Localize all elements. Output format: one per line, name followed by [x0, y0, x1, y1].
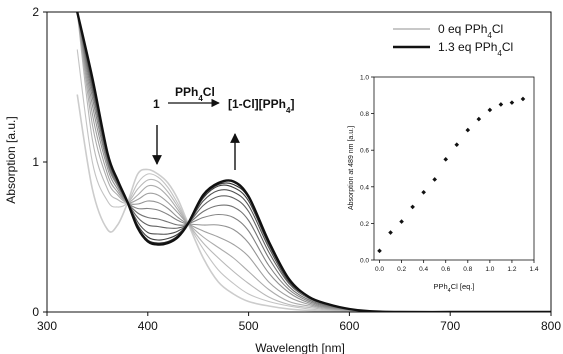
- main-y-tick-label: 2: [32, 5, 39, 19]
- main-x-tick-label: 600: [339, 319, 359, 333]
- inset-data-point: [399, 219, 404, 224]
- inset-x-axis-label: PPh4Cl [eq.]: [433, 282, 474, 294]
- inset-x-tick-label: 1.2: [507, 266, 516, 273]
- inset-plot-frame: [373, 76, 535, 261]
- inset-data-point: [377, 248, 382, 254]
- inset-x-tick-label: 0.0: [375, 266, 384, 273]
- inset-x-tick-label: 0.4: [419, 266, 428, 273]
- reaction-annotation: PPh4Cl 1 [1-Cl][PPh4]: [152, 85, 294, 170]
- main-x-tick-label: 700: [440, 319, 460, 333]
- legend-label-0eq: 0 eq PPh4Cl: [438, 22, 503, 40]
- inset-chart: 0.0 0.2 0.4 0.6 0.8 1.0 1.2 1.4 0.0 0.2 0.4 0.6 0.8…: [341, 70, 541, 294]
- main-x-tick-label: 300: [37, 319, 57, 333]
- inset-y-tick-label: 0.4: [360, 184, 369, 191]
- inset-x-tick-label: 0.6: [441, 266, 450, 273]
- inset-x-tick-label: 1.0: [485, 266, 494, 273]
- inset-y-axis-label: Absorption at 489 nm [a.u.]: [348, 126, 355, 210]
- inset-data-point: [498, 102, 504, 107]
- inset-y-tick-label: 0.8: [360, 111, 369, 118]
- inset-data-point: [487, 107, 493, 113]
- inset-data-point: [520, 96, 526, 102]
- main-x-tick-label: 800: [541, 319, 561, 333]
- inset-data-point: [509, 100, 515, 105]
- legend-label-1-3eq: 1.3 eq PPh4Cl: [438, 40, 513, 58]
- main-x-axis: 300 400 500 600 700 800: [37, 312, 561, 333]
- main-y-axis: 0 1 2: [32, 5, 47, 319]
- inset-x-axis: 0.0 0.2 0.4 0.6 0.8 1.0 1.2 1.4: [375, 260, 539, 273]
- main-x-tick-label: 400: [138, 319, 158, 333]
- inset-data-point: [432, 177, 437, 182]
- inset-data-point: [465, 127, 471, 133]
- inset-y-tick-label: 0.2: [360, 221, 369, 228]
- main-x-tick-label: 500: [239, 319, 259, 333]
- inset-y-tick-label: 1.0: [360, 75, 369, 82]
- inset-data-point: [410, 204, 415, 210]
- inset-data-point: [388, 230, 393, 235]
- inset-x-tick-label: 1.4: [529, 266, 538, 273]
- inset-data-point: [443, 157, 449, 162]
- inset-data-point: [421, 189, 426, 195]
- spectrum-line-0-1eq: [76, 49, 551, 312]
- inset-y-tick-label: 0.6: [360, 148, 369, 155]
- legend: 0 eq PPh4Cl 1.3 eq PPh4Cl: [393, 22, 513, 58]
- reactant-label: 1: [153, 97, 160, 111]
- main-y-tick-label: 0: [32, 305, 39, 319]
- reagent-label: PPh4Cl: [175, 85, 215, 103]
- inset-points-group: [377, 96, 526, 254]
- inset-x-tick-label: 0.2: [397, 266, 406, 273]
- inset-data-point: [454, 142, 460, 148]
- spectrum-line-1-3eq: [76, 12, 551, 312]
- inset-y-tick-label: 0.0: [360, 258, 369, 265]
- main-y-axis-label: Absorption [a.u.]: [4, 116, 18, 203]
- main-x-axis-label: Wavelength [nm]: [255, 341, 345, 354]
- inset-data-point: [476, 116, 482, 122]
- product-label: [1-Cl][PPh4]: [228, 97, 294, 115]
- spectrum-line-0eq: [76, 94, 551, 312]
- main-y-tick-label: 1: [32, 155, 39, 169]
- inset-x-tick-label: 0.8: [463, 266, 472, 273]
- inset-y-axis: 0.0 0.2 0.4 0.6 0.8 1.0: [360, 75, 374, 265]
- main-chart: 300 400 500 600 700 800 0 1 2 Wavelength [nm] A…: [4, 5, 561, 354]
